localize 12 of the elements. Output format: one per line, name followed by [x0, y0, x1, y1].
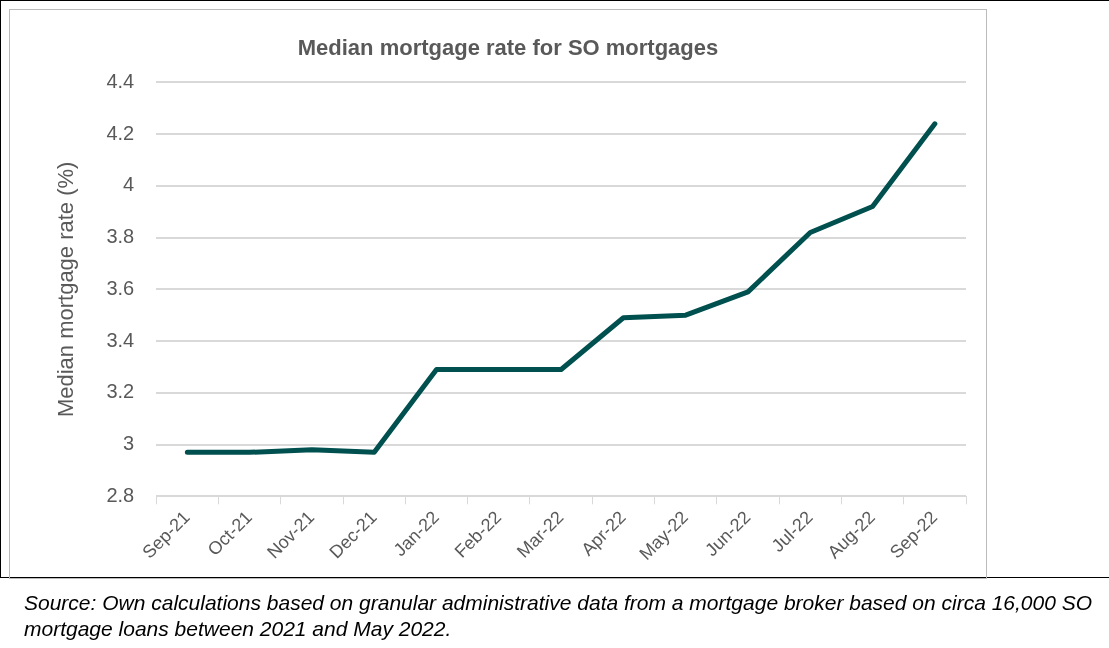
y-tick-label: 2.8: [106, 483, 135, 506]
y-tick-label: 3.2: [106, 380, 135, 403]
y-tick-label: 3.8: [106, 225, 135, 248]
chart-title: Median mortgage rate for SO mortgages: [297, 35, 719, 61]
y-axis-title: Median mortgage rate (%): [53, 161, 79, 418]
source-note: Source: Own calculations based on granular administrative data from a mortgage broker based on circa 16,000 SO mortgage loans between 2021 and May 2022.: [24, 590, 1094, 642]
y-tick-label: 4.4: [106, 69, 135, 92]
y-tick-label: 3: [123, 432, 135, 455]
y-tick-label: 4: [123, 173, 135, 196]
y-tick-label: 3.6: [106, 276, 135, 299]
y-tick-label: 4.2: [106, 121, 135, 144]
y-tick-label: 3.4: [106, 328, 135, 351]
